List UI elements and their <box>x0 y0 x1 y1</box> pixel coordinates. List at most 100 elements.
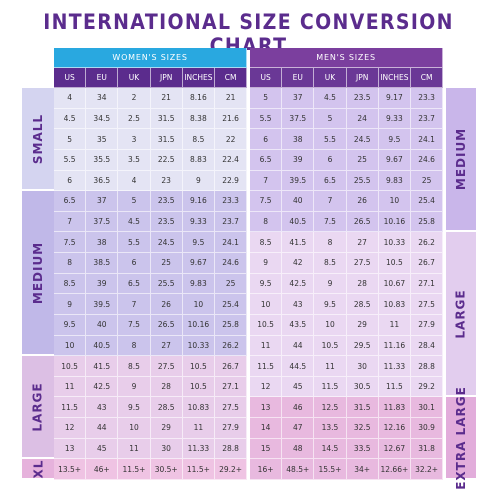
size-cell: 9 <box>182 170 215 192</box>
size-cell: 40.5 <box>282 211 315 233</box>
size-cell: 11 <box>118 438 151 460</box>
size-cell: 9.83 <box>182 273 215 295</box>
size-cell: 10 <box>314 314 347 336</box>
size-cell: 9 <box>250 253 283 274</box>
size-cell: 25.4 <box>215 294 248 315</box>
size-cell: 23.7 <box>215 211 248 233</box>
size-cell: 5 <box>118 191 151 212</box>
size-cell: 29.2 <box>411 376 444 398</box>
size-cell: 23.7 <box>411 108 444 130</box>
size-cell: 25 <box>150 253 183 274</box>
size-cell: 13 <box>54 438 87 460</box>
size-cell: 6 <box>250 129 283 150</box>
size-cell: 32.2+ <box>411 459 444 480</box>
size-cell: 11.5+ <box>118 459 151 480</box>
size-cell: 23.5 <box>150 191 183 212</box>
size-cell: 10.5 <box>54 356 87 377</box>
size-cell: 11.83 <box>378 397 411 419</box>
size-cell: 45 <box>86 438 119 460</box>
size-cell: 9 <box>314 273 347 295</box>
size-cell: 8 <box>54 253 87 274</box>
size-cell: 15 <box>250 438 283 460</box>
size-cell: 25 <box>411 170 444 192</box>
size-cell: 10 <box>54 335 87 357</box>
size-cell: 26.5 <box>150 314 183 336</box>
size-cell: 24.5 <box>150 232 183 254</box>
size-cell: 21 <box>150 88 183 109</box>
size-cell: 24.1 <box>215 232 248 254</box>
size-cell: 21.6 <box>215 108 248 130</box>
size-cell: 6.5 <box>314 170 347 192</box>
size-cell: 22 <box>215 129 248 150</box>
size-cell: 46 <box>282 397 315 419</box>
size-cell: 7 <box>314 191 347 212</box>
size-cell: 42 <box>282 253 315 274</box>
size-cell: 44.5 <box>282 356 315 377</box>
column-header: INCHES <box>378 68 411 88</box>
size-cell: 12 <box>250 376 283 398</box>
size-cell: 8 <box>250 211 283 233</box>
size-cell: 11 <box>314 356 347 377</box>
size-cell: 37 <box>86 191 119 212</box>
size-cell: 4.5 <box>54 108 87 130</box>
size-cell: 11.5+ <box>182 459 215 480</box>
size-cell: 33.5 <box>346 438 379 460</box>
size-cell: 9.5 <box>54 314 87 336</box>
size-cell: 9.33 <box>182 211 215 233</box>
size-cell: 7 <box>250 170 283 192</box>
size-cell: 10.5 <box>378 253 411 274</box>
size-cell: 15.5+ <box>314 459 347 480</box>
size-cell: 8.16 <box>182 88 215 109</box>
size-cell: 30.1 <box>411 397 444 419</box>
size-cell: 9.5 <box>314 294 347 315</box>
size-cell: 22.9 <box>215 170 248 192</box>
size-cell: 7 <box>118 294 151 315</box>
size-cell: 27 <box>346 232 379 254</box>
size-cell: 41.5 <box>282 232 315 254</box>
size-cell: 11.33 <box>378 356 411 377</box>
size-cell: 11 <box>378 314 411 336</box>
size-group: LARGE <box>446 232 476 398</box>
size-cell: 29.2+ <box>215 459 248 480</box>
size-cell: 4 <box>54 88 87 109</box>
size-cell: 29 <box>346 314 379 336</box>
column-header: UK <box>314 68 347 88</box>
size-cell: 5.5 <box>314 129 347 150</box>
size-label: MEDIUM <box>31 241 45 304</box>
size-cell: 23 <box>150 170 183 192</box>
size-cell: 26 <box>346 191 379 212</box>
size-cell: 24.1 <box>411 129 444 150</box>
size-cell: 11.5 <box>314 376 347 398</box>
size-cell: 40 <box>86 314 119 336</box>
size-cell: 31.5 <box>150 129 183 150</box>
size-cell: 9.5 <box>250 273 283 295</box>
size-cell: 29.5 <box>346 335 379 357</box>
size-cell: 39.5 <box>282 170 315 192</box>
size-cell: 28 <box>150 376 183 398</box>
size-cell: 10.83 <box>378 294 411 315</box>
size-cell: 9.16 <box>182 191 215 212</box>
size-cell: 9.83 <box>378 170 411 192</box>
size-cell: 28.5 <box>150 397 183 419</box>
size-cell: 7.5 <box>118 314 151 336</box>
size-cell: 30.9 <box>411 418 444 439</box>
size-cell: 25.8 <box>215 314 248 336</box>
size-cell: 34.5 <box>86 108 119 130</box>
size-cell: 12.5 <box>314 397 347 419</box>
size-cell: 11.5 <box>54 397 87 419</box>
size-cell: 38 <box>282 129 315 150</box>
size-cell: 38 <box>86 232 119 254</box>
size-cell: 48 <box>282 438 315 460</box>
size-cell: 24.6 <box>411 149 444 171</box>
size-cell: 22.5 <box>150 149 183 171</box>
size-cell: 23.3 <box>215 191 248 212</box>
size-cell: 27.5 <box>346 253 379 274</box>
size-cell: 10.67 <box>378 273 411 295</box>
size-cell: 13.5+ <box>54 459 87 480</box>
size-group: SMALL <box>22 88 54 192</box>
size-cell: 38.5 <box>86 253 119 274</box>
size-cell: 5 <box>250 88 283 109</box>
size-cell: 6.5 <box>54 191 87 212</box>
size-cell: 39 <box>282 149 315 171</box>
size-cell: 28.5 <box>346 294 379 315</box>
